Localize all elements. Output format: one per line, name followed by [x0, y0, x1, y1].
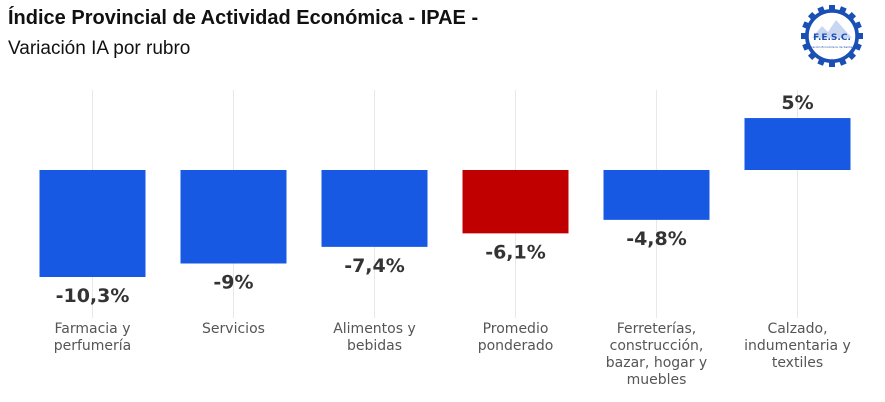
data-label: -10,3% [56, 285, 130, 307]
logo-text: F.E.S.C. [813, 33, 851, 43]
chart-subtitle: Variación IA por rubro [8, 38, 191, 59]
category-label: bebidas [347, 338, 402, 354]
category-label: perfumería [54, 338, 132, 354]
fesc-logo: F.E.S.C. Federación Económica de Santa C… [801, 5, 863, 67]
category-label: Servicios [202, 321, 265, 337]
logo-small-text: Federación Económica de Santa Cruz [804, 45, 860, 49]
category-label: Alimentos y [333, 321, 416, 337]
bars [39, 118, 851, 277]
category-label: bazar, hogar y [606, 355, 707, 371]
category-label: Farmacia y [55, 321, 131, 337]
data-label: 5% [781, 92, 813, 114]
data-label: -6,1% [485, 241, 546, 263]
bar [744, 118, 851, 170]
data-label: -9% [213, 271, 253, 293]
category-label: textiles [772, 355, 823, 371]
category-label: Ferreterías, [617, 321, 697, 337]
category-label: Calzado, [767, 321, 827, 337]
category-label: construcción, [610, 338, 704, 354]
category-label: muebles [627, 372, 687, 388]
category-label: ponderado [478, 338, 554, 354]
bar [462, 170, 569, 234]
bar [603, 170, 710, 220]
data-labels: -10,3% -9% -7,4% -6,1% -4,8% 5% [56, 92, 814, 307]
category-label: indumentaria y [744, 338, 851, 354]
logo-mountain [812, 20, 852, 38]
bar [39, 170, 146, 277]
chart-title: Índice Provincial de Actividad Económica… [8, 7, 479, 29]
bar [180, 170, 287, 264]
data-label: -7,4% [344, 255, 405, 277]
category-label: Promedio [483, 321, 549, 337]
data-label: -4,8% [626, 228, 687, 250]
bar [321, 170, 428, 247]
